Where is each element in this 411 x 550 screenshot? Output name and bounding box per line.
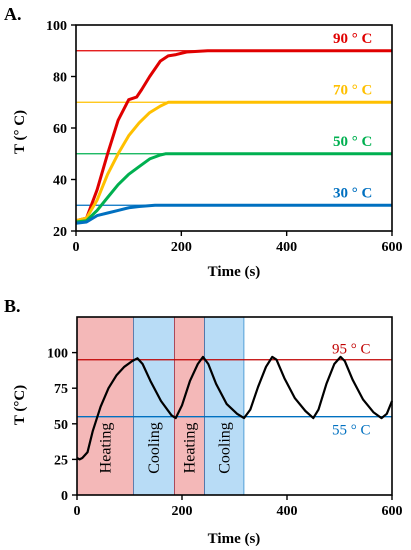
panel-a-x-tick-label-0: 0 [73,240,80,255]
panel-a-x-axis-title: Time (s) [208,264,261,280]
panel-b-reference-label-55: 55 ° C [332,423,371,439]
panel-b-x-tick-label-3: 600 [382,504,403,519]
panel-b-series-line-0 [76,355,394,461]
panel-a-y-axis-title: T (° C) [12,110,28,154]
panel-b-phase-cooling-3 [204,316,245,496]
panel-a-chart: A. 0 200 400 600 20 40 60 80 100 90 ° C 70 ° C 50 … [4,4,403,280]
panel-a-series-label-1: 70 ° C [333,82,372,98]
panel-b-phase-label-0: Heating [97,423,114,474]
panel-a-y-tick-label-3: 80 [53,71,67,86]
panel-b-y-tick-label-3: 75 [54,382,68,397]
panel-a-x-tick-label-2: 400 [276,240,297,255]
panel-a-x-tick-label-3: 600 [382,240,403,255]
panel-b-phase-label-3: Cooling [216,422,233,474]
panel-b-x-tick-label-1: 200 [172,504,193,519]
panel-a-label: A. [4,4,22,24]
panel-b-label: B. [4,296,21,316]
panel-a-x-tick-label-1: 200 [171,240,192,255]
panel-a-y-tick-label-1: 40 [53,174,67,189]
panel-a-series-line-1 [75,100,392,223]
panel-b-phase-label-2: Heating [182,423,199,474]
panel-a-series-line-3 [75,203,392,225]
panel-b-phase-label-1: Cooling [146,422,163,474]
panel-a-y-tick-label-2: 60 [53,122,67,137]
panel-b-chart: B. Heating Cooling Heating Cooling 0 200 400 6… [4,296,403,547]
panel-b-y-tick-label-0: 0 [61,489,68,504]
panel-a-series-line-2 [75,152,392,224]
panel-b-y-tick-label-1: 25 [54,453,68,468]
panel-a-series-label-0: 90 ° C [333,31,372,47]
panel-b-y-tick-label-4: 100 [47,347,68,362]
panel-a-series-label-3: 30 ° C [333,185,372,201]
panel-b-x-axis-title: Time (s) [208,531,261,547]
panel-b-x-tick-label-0: 0 [74,504,81,519]
panel-b-y-axis-title: T (°C) [12,385,28,425]
panel-b-phase-heating-0 [76,316,135,496]
panel-b-plot-frame [76,316,393,496]
panel-a-series-line-0 [75,49,392,223]
panel-a-y-tick-label-4: 100 [46,19,67,34]
panel-a-series-label-2: 50 ° C [333,134,372,150]
panel-b-reference-label-95: 95 ° C [332,342,371,358]
panel-a-y-tick-label-0: 20 [53,225,67,240]
panel-b-x-tick-label-2: 400 [277,504,298,519]
panel-b-y-tick-label-2: 50 [54,418,68,433]
